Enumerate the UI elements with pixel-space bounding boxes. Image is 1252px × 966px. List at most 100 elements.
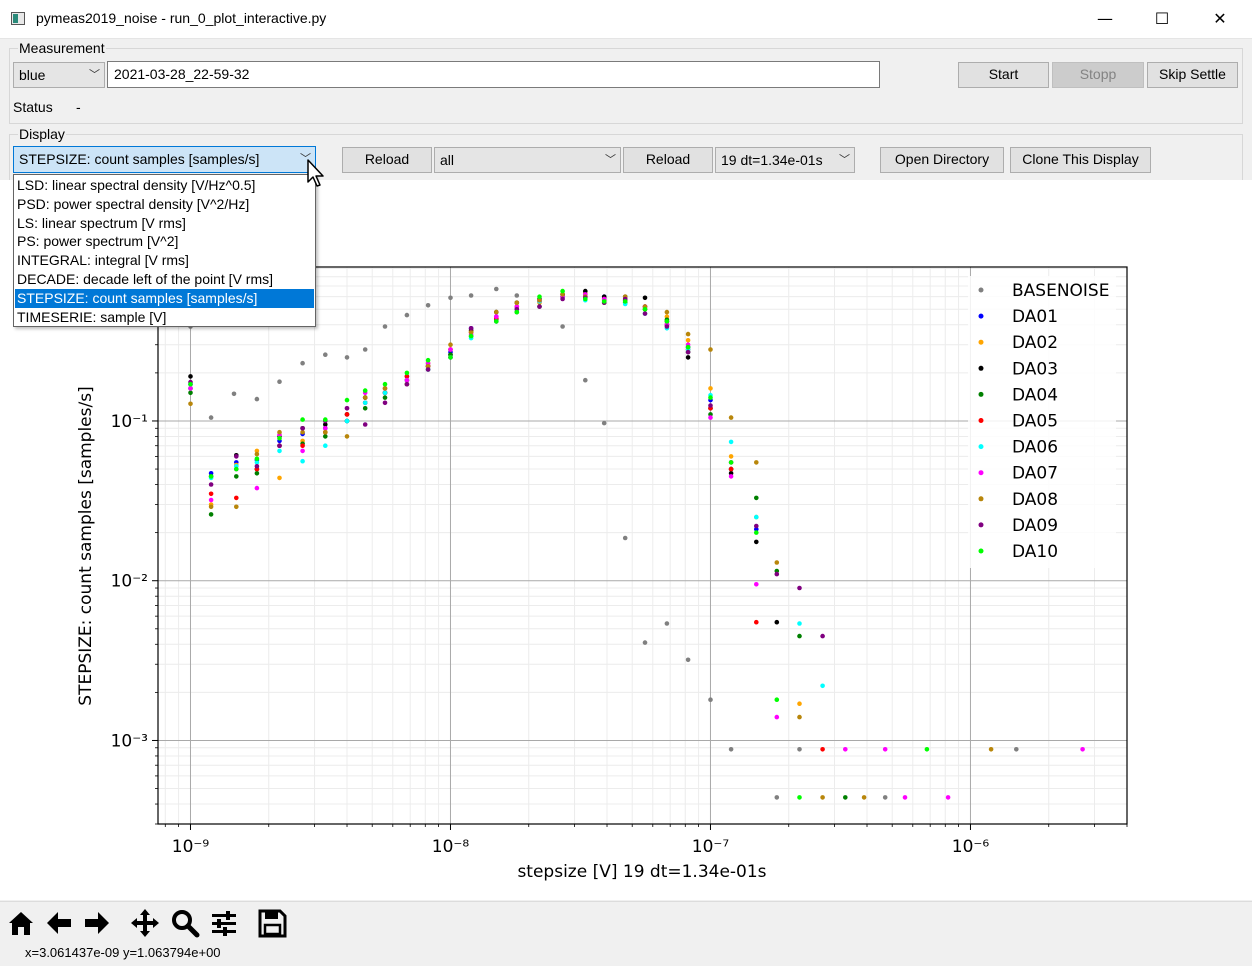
pan-icon[interactable] [130, 908, 160, 938]
data-point [208, 491, 214, 497]
data-point [494, 319, 499, 324]
data-point [323, 426, 328, 431]
data-point [820, 795, 825, 800]
open-directory-button[interactable]: Open Directory [880, 147, 1004, 173]
x-tick-label: 10⁻⁷ [692, 837, 730, 857]
series-da08 [188, 292, 994, 800]
series-da07 [188, 292, 1085, 800]
data-point [300, 360, 305, 366]
plot-toolbar [0, 901, 1252, 966]
data-point [404, 381, 410, 387]
display-type-dropdown[interactable]: LSD: linear spectral density [V/Hz^0.5] P… [13, 174, 316, 327]
data-point [425, 357, 431, 363]
x-tick-label: 10⁻⁹ [172, 837, 210, 857]
data-point [382, 386, 388, 391]
data-point [254, 485, 260, 491]
data-point [843, 747, 848, 752]
data-point [685, 344, 691, 350]
measurement-group-label: Measurement [18, 40, 106, 56]
data-point [468, 293, 474, 298]
legend-marker [978, 287, 984, 293]
data-point [344, 355, 350, 360]
mouse-cursor-icon [307, 159, 324, 187]
data-point [468, 333, 474, 339]
start-button[interactable]: Start [958, 62, 1049, 88]
reload-button-2[interactable]: Reload [623, 147, 713, 173]
close-button[interactable]: ✕ [1213, 9, 1227, 28]
configure-subplots-icon[interactable] [209, 908, 239, 938]
data-point [277, 379, 282, 385]
data-point [708, 697, 713, 702]
scatter-plot[interactable]: 10⁻⁹ 10⁻⁸ 10⁻⁷ 10⁻⁶ 10⁻³ 10⁻² 10⁻¹ BASENOISE DA… [0, 180, 1252, 900]
dropdown-option[interactable]: DECADE: decade left of the point [V rms] [17, 271, 274, 287]
data-point [448, 295, 453, 301]
data-point [685, 338, 691, 343]
legend-marker [978, 365, 984, 371]
stop-button[interactable]: Stopp [1052, 62, 1144, 88]
data-point [664, 314, 670, 319]
data-point [728, 466, 734, 472]
data-point [861, 795, 867, 800]
app-icon [11, 12, 25, 25]
data-point [583, 296, 588, 302]
series-basenoise [188, 286, 1019, 800]
title-bar: pymeas2019_noise - run_0_plot_interactiv… [0, 0, 1252, 39]
data-point [277, 435, 282, 441]
chevron-down-icon: ﹀ [605, 154, 616, 166]
dropdown-option[interactable]: INTEGRAL: integral [V rms] [17, 252, 189, 269]
color-select[interactable]: blue ﹀ [13, 62, 105, 88]
forward-arrow-icon[interactable] [82, 908, 112, 938]
series-da01 [188, 292, 759, 532]
data-point [797, 714, 802, 720]
data-point [300, 443, 305, 449]
data-point [537, 304, 542, 309]
data-point [234, 454, 239, 459]
dropdown-option[interactable]: STEPSIZE: count samples [samples/s] [15, 288, 314, 308]
dropdown-option[interactable]: LSD: linear spectral density [V/Hz^0.5] [17, 177, 256, 193]
data-point [188, 374, 193, 379]
dropdown-option[interactable]: PSD: power spectral density [V^2/Hz] [17, 195, 250, 212]
reload-button-1[interactable]: Reload [342, 147, 432, 173]
data-point [404, 377, 410, 383]
data-point [560, 296, 565, 302]
series-da02 [188, 291, 802, 706]
zoom-icon[interactable] [170, 908, 200, 938]
data-point [494, 309, 499, 315]
data-point [685, 349, 691, 355]
data-point [685, 355, 691, 360]
data-point [820, 747, 825, 752]
legend-label: DA08 [1012, 490, 1058, 510]
data-point [188, 381, 193, 387]
minimize-button[interactable]: — [1097, 9, 1113, 28]
dropdown-option[interactable]: TIMESERIE: sample [V] [17, 308, 167, 325]
data-point [494, 286, 499, 292]
data-point [344, 406, 350, 411]
display-type-select[interactable]: STEPSIZE: count samples [samples/s] ﹀ [13, 146, 316, 173]
data-point [277, 429, 282, 435]
data-point [797, 795, 802, 800]
save-icon[interactable] [257, 908, 287, 938]
clone-display-button[interactable]: Clone This Display [1010, 147, 1151, 173]
dt-select[interactable]: 19 dt=1.34e-01s ﹀ [715, 147, 855, 173]
back-arrow-icon[interactable] [44, 908, 74, 938]
dropdown-option[interactable]: LS: linear spectrum [V rms] [17, 214, 186, 231]
maximize-button[interactable]: ☐ [1154, 9, 1170, 28]
home-icon[interactable] [6, 908, 36, 938]
skip-settle-button[interactable]: Skip Settle [1147, 62, 1238, 88]
data-point [254, 456, 260, 462]
legend-label: DA10 [1012, 542, 1058, 562]
data-point [664, 621, 670, 626]
data-point [323, 422, 328, 427]
data-point [382, 381, 388, 387]
filter-select[interactable]: all ﹀ [434, 147, 621, 173]
data-point [797, 585, 802, 591]
data-point [537, 294, 542, 300]
measurement-name-input[interactable]: 2021-03-28_22-59-32 [107, 61, 880, 88]
data-point [323, 352, 328, 358]
data-point [362, 388, 368, 393]
legend-label: DA03 [1012, 359, 1058, 379]
dropdown-option[interactable]: PS: power spectrum [V^2] [17, 233, 179, 250]
data-point [494, 314, 499, 319]
legend-marker [978, 339, 984, 345]
data-point [208, 474, 214, 479]
